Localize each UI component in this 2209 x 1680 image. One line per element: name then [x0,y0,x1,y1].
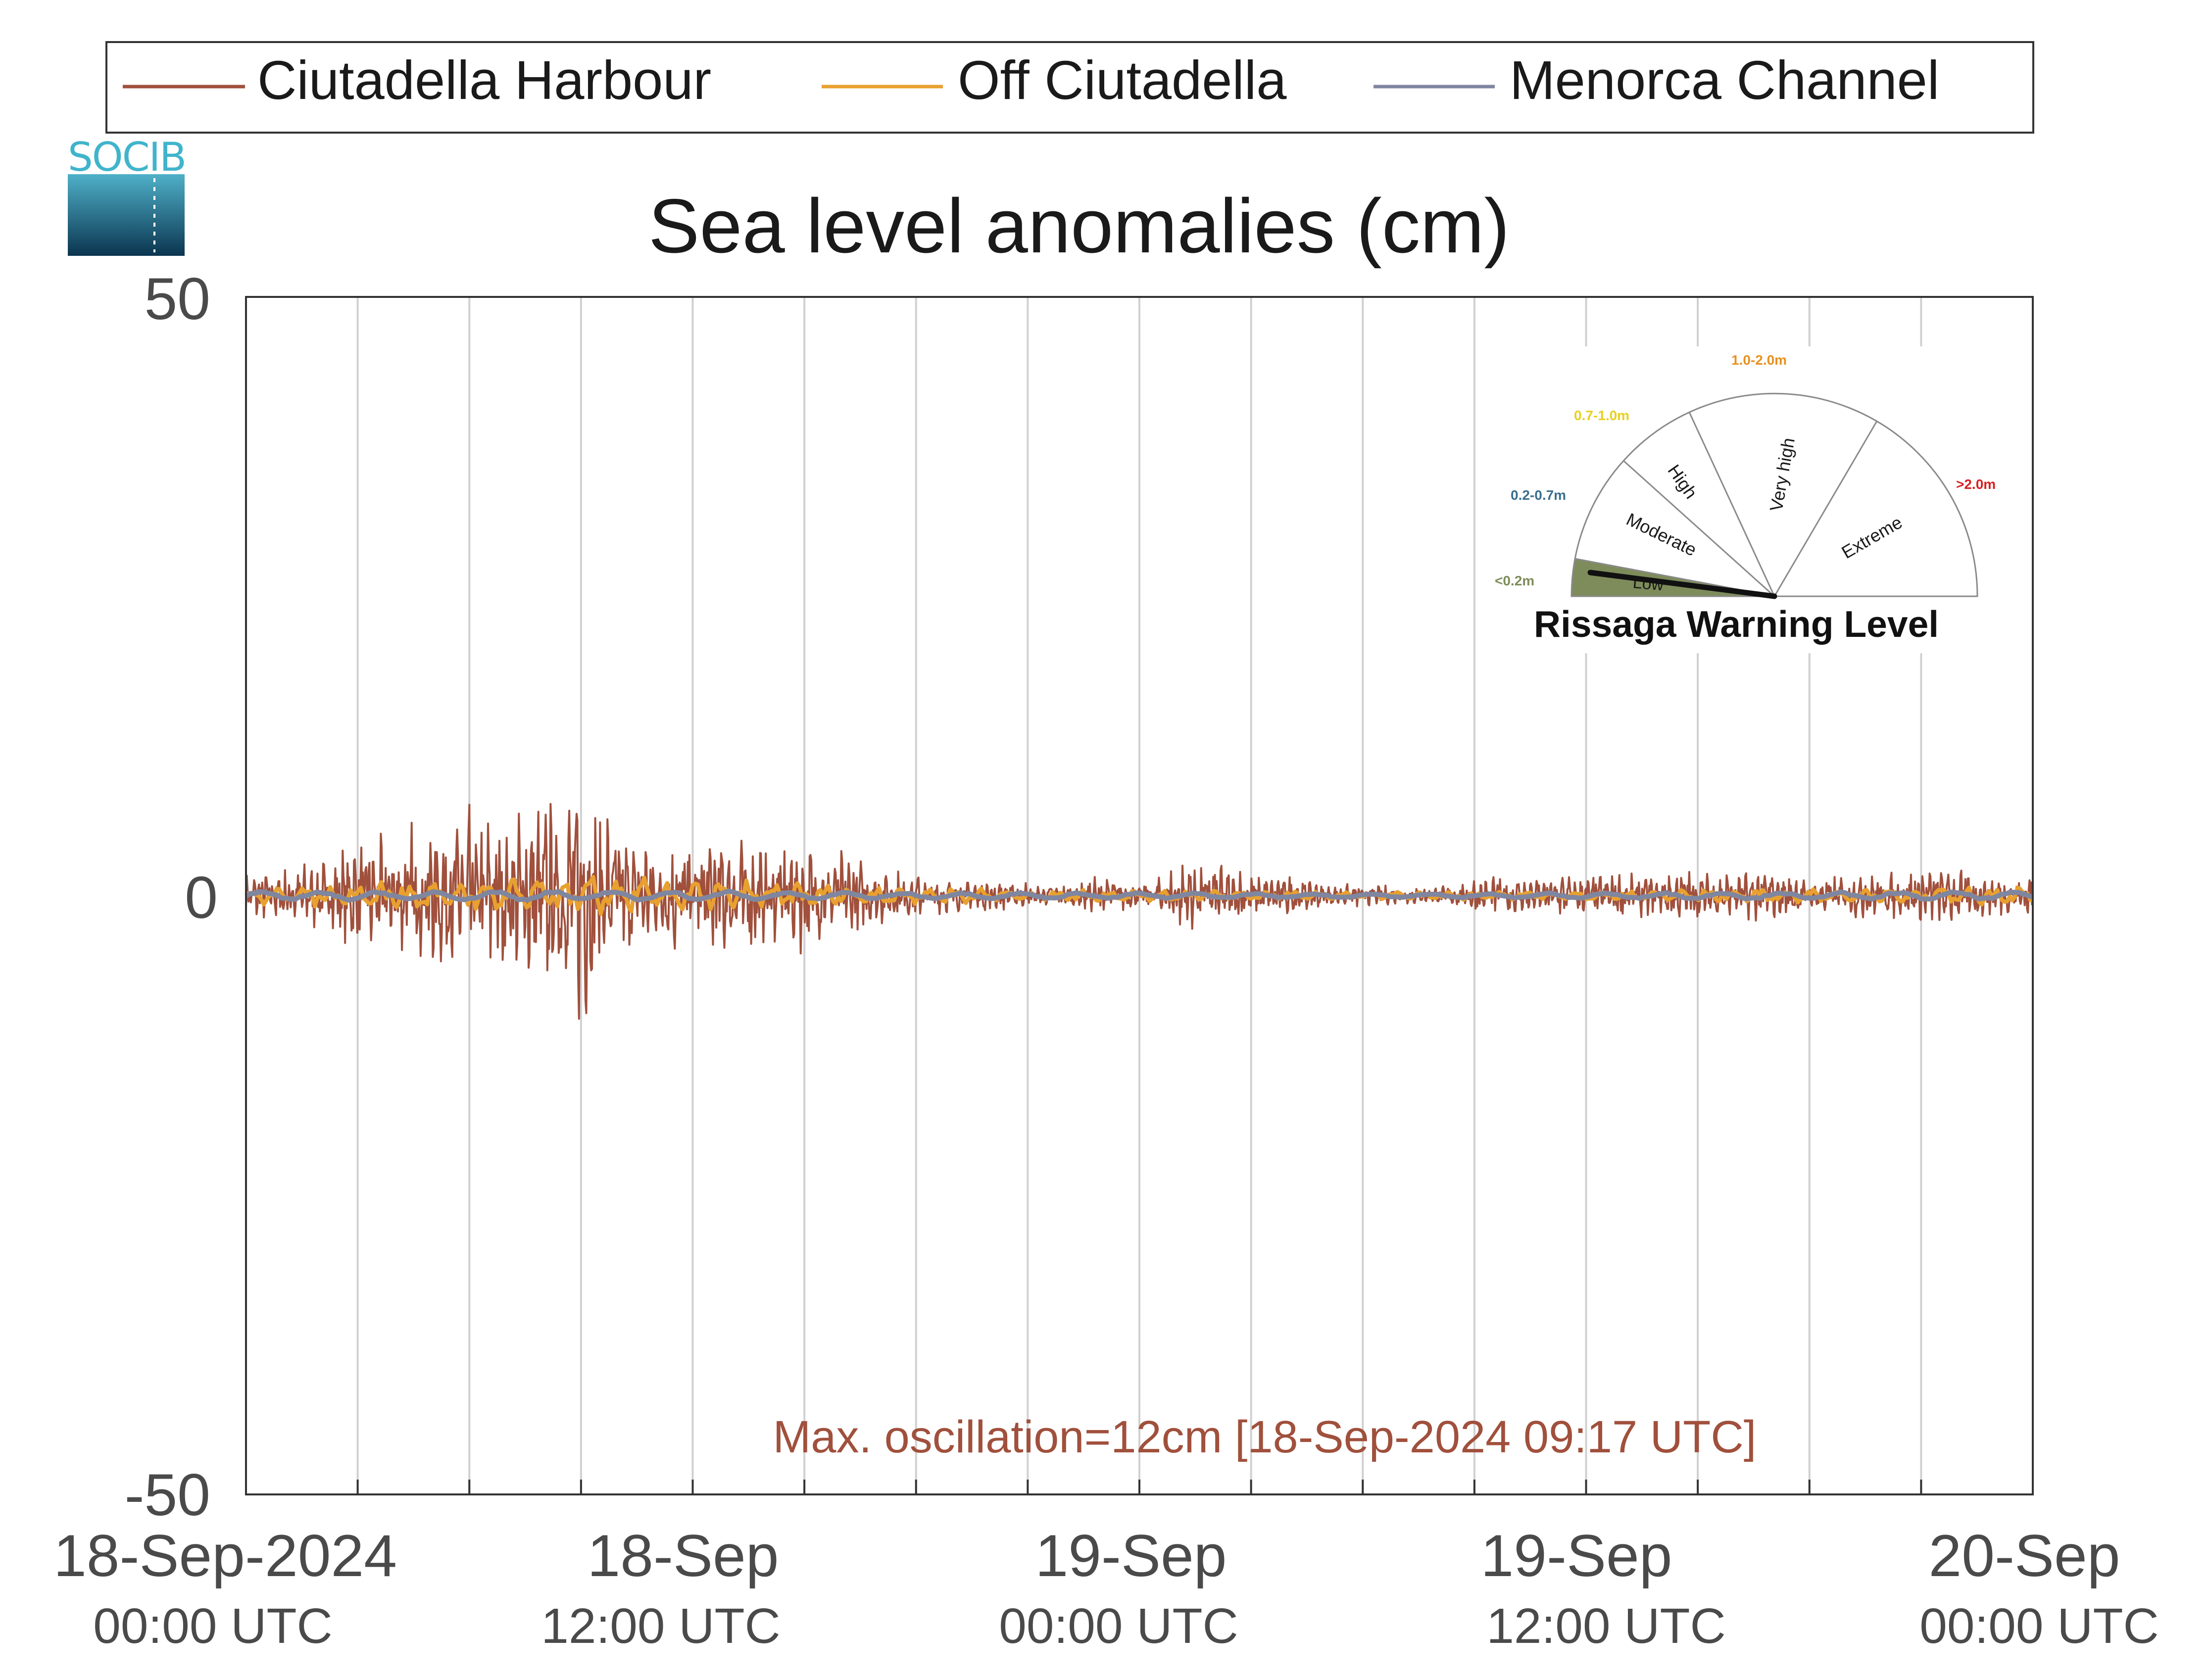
gauge-divider [1773,421,1878,597]
x-tick-time: 12:00 UTC [541,1598,781,1654]
socib-logo-text: SOCIB [68,134,186,180]
rissaga-warning-gauge: Low Moderate High Very high Extreme <0.2… [1487,346,2019,653]
x-tick-date: 18-Sep [588,1523,779,1589]
y-tick-label-0: 0 [185,864,218,931]
legend-label-ciutadella-harbour: Ciutadella Harbour [257,50,711,111]
x-tick-time: 00:00 UTC [1919,1598,2159,1654]
gauge-needle [1587,570,1777,599]
x-tick-date: 18-Sep-2024 [53,1523,397,1589]
socib-logo: SOCIB [68,134,187,256]
gauge-range-high: 0.7-1.0m [1574,408,1629,423]
x-tick-marks [356,1480,1922,1494]
legend-label-off-ciutadella: Off Ciutadella [958,50,1287,111]
gauge-divider [1688,412,1775,597]
gauge-range-moderate: 0.2-0.7m [1511,487,1566,503]
max-oscillation-annotation: Max. oscillation=12cm [18-Sep-2024 09:17… [773,1412,1757,1462]
gauge-sectors-outline [1571,392,1978,597]
x-tick-labels: 18-Sep-2024 00:00 UTC 18-Sep 12:00 UTC 1… [53,1523,2159,1654]
gauge-title: Rissaga Warning Level [1534,603,1939,645]
chart-title: Sea level anomalies (cm) [648,183,1510,269]
gauge-range-very-high: 1.0-2.0m [1731,352,1787,368]
x-tick-date: 19-Sep [1035,1523,1227,1589]
gauge-background [1487,346,2019,653]
y-tick-label-50: 50 [145,266,210,332]
x-tick-time: 12:00 UTC [1486,1598,1726,1654]
gauge-range-low: <0.2m [1495,573,1534,588]
x-tick-date: 20-Sep [1929,1523,2120,1589]
gauge-range-extreme: >2.0m [1956,477,1996,492]
legend-label-menorca-channel: Menorca Channel [1510,50,1939,111]
series-layer [245,803,2034,1020]
legend-frame [105,41,2034,134]
socib-logo-block [68,174,185,256]
y-tick-label-minus-50: -50 [125,1462,210,1528]
legend: Ciutadella Harbour Off Ciutadella Menorc… [105,41,2034,134]
gauge-divider [1622,460,1775,597]
x-tick-time: 00:00 UTC [93,1598,333,1654]
series-line-menorca-channel [245,888,2034,903]
x-tick-time: 00:00 UTC [999,1598,1238,1654]
x-tick-date: 19-Sep [1481,1523,1672,1589]
